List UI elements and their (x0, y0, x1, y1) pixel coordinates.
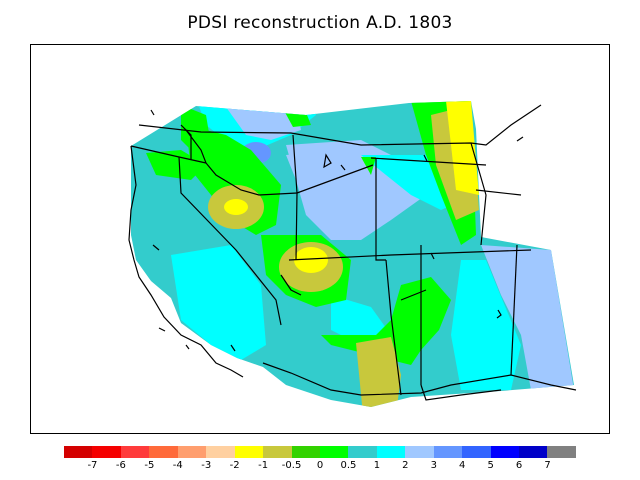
colorbar-swatch (64, 446, 93, 458)
colorbar-tick-label: -5 (144, 460, 155, 471)
colorbar-swatch (263, 446, 292, 458)
colorbar-tick-labels: -7 -6 -5 -4 -3 -2 -1 -0.5 0 0.5 1 2 3 4 5 6 7 (64, 458, 576, 474)
colorbar-tick-label: 5 (487, 460, 494, 471)
colorbar-swatch (92, 446, 121, 458)
colorbar-tick-label: -6 (115, 460, 126, 471)
colorbar-tick-label: 3 (430, 460, 437, 471)
colorbar-swatch (291, 446, 320, 458)
colorbar-tick-label: 6 (515, 460, 523, 471)
colorbar-swatch (376, 446, 406, 458)
colorbar-swatch (177, 446, 207, 458)
colorbar-swatch (149, 446, 178, 458)
colorbar-tick-label: -1 (258, 460, 269, 471)
colorbar-tick-label: -2 (229, 460, 240, 471)
colorbar-tick-label: -0.5 (281, 460, 302, 471)
boundary-lines (128, 104, 577, 401)
map-title: PDSI reconstruction A.D. 1803 (187, 13, 453, 33)
colorbar-swatch (490, 446, 519, 458)
colorbar-swatch (234, 446, 264, 458)
colorbar-tick-label: -3 (201, 460, 212, 471)
map-panel (30, 44, 610, 434)
colorbar-swatch (319, 446, 349, 458)
colorbar-tick-label: 1 (373, 460, 381, 471)
colorbar-tick-label: 7 (544, 460, 551, 471)
colorbar-swatch (120, 446, 150, 458)
colorbar-swatch (547, 446, 576, 458)
colorbar-swatch (519, 446, 548, 458)
colorbar (64, 446, 576, 458)
colorbar-tick-label: -7 (87, 460, 98, 471)
colorbar-swatch (348, 446, 377, 458)
colorbar-swatch (433, 446, 463, 458)
colorbar-swatch (405, 446, 434, 458)
pdsi-map (128, 101, 577, 407)
colorbar-tick-label: -4 (172, 460, 183, 471)
colorbar-tick-label: 4 (459, 460, 466, 471)
colorbar-tick-label: 2 (402, 460, 409, 471)
colorbar-swatch (462, 446, 491, 458)
colorbar-tick-label: 0.5 (340, 460, 357, 471)
colorbar-swatch (206, 446, 235, 458)
colorbar-tick-label: 0 (316, 460, 324, 471)
